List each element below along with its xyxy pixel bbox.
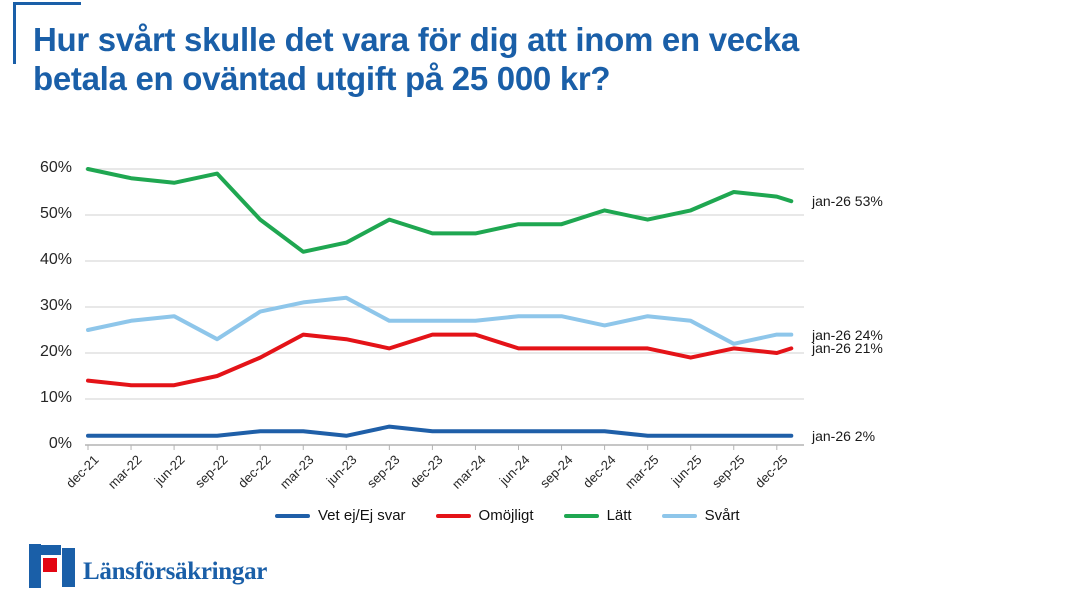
lansforsakringar-logo-icon xyxy=(28,544,75,588)
legend-label: Omöjligt xyxy=(478,507,534,524)
series-line-sv-rt xyxy=(86,295,794,346)
page-title-line2: betala en oväntad utgift på 25 000 kr? xyxy=(33,60,611,97)
logo-shape xyxy=(29,544,41,588)
logo-shape xyxy=(62,548,75,587)
legend-item-svart: Svårt xyxy=(661,507,740,524)
logo-red-square xyxy=(43,558,57,572)
legend-label: Vet ej/Ej svar xyxy=(318,507,406,524)
legend-line-marker xyxy=(435,513,471,518)
logo-wordmark: Länsförsäkringar xyxy=(83,558,268,585)
page-title: Hur svårt skulle det vara för dig att in… xyxy=(33,20,799,98)
logo-shape xyxy=(41,545,61,555)
legend-item-latt: Lätt xyxy=(563,507,632,524)
legend-line-marker xyxy=(661,513,697,518)
series-line-l-tt xyxy=(86,167,794,254)
legend-line-marker xyxy=(275,513,310,518)
series-line-om-jligt xyxy=(86,332,794,388)
series-line-vet-ej-ej-svar xyxy=(86,424,794,438)
title-corner-bracket-horizontal xyxy=(13,2,81,5)
chart-legend: Vet ej/Ej svar Omöjligt Lätt Svårt xyxy=(275,507,740,524)
lansforsakringar-logo: Länsförsäkringar xyxy=(28,544,267,588)
legend-item-vet-ej: Vet ej/Ej svar xyxy=(275,507,406,524)
legend-item-omojligt: Omöjligt xyxy=(435,507,534,524)
legend-label: Svårt xyxy=(704,507,740,524)
title-corner-bracket-vertical xyxy=(13,2,16,64)
legend-line-marker xyxy=(563,513,599,518)
legend-label: Lätt xyxy=(606,507,632,524)
page-title-line1: Hur svårt skulle det vara för dig att in… xyxy=(33,21,799,58)
